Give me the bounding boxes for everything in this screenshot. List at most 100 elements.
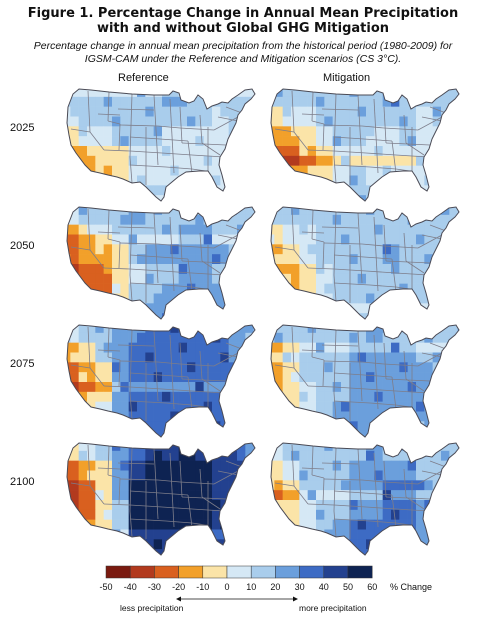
grid-cell — [212, 234, 221, 245]
grid-cell — [112, 264, 121, 275]
grid-cell — [332, 136, 342, 147]
grid-cell — [245, 539, 254, 550]
grid-cell — [103, 175, 113, 186]
grid-cell — [170, 207, 179, 216]
grid-cell — [78, 519, 88, 530]
grid-cell — [170, 126, 179, 137]
grid-cell — [103, 421, 113, 432]
figure-subtitle-line1: Percentage change in annual mean precipi… — [33, 40, 453, 52]
grid-cell — [382, 500, 392, 511]
grid-cell — [128, 126, 138, 137]
grid-cell — [70, 352, 79, 363]
state-border — [225, 224, 243, 232]
grid-cell — [299, 325, 308, 334]
grid-cell — [178, 303, 188, 314]
grid-cell — [307, 175, 317, 186]
grid-cell — [457, 224, 459, 235]
grid-cell — [441, 332, 450, 343]
grid-cell — [120, 195, 129, 201]
grid-cell — [120, 421, 129, 432]
state-border — [199, 350, 203, 380]
grid-cell — [274, 401, 283, 412]
grid-cell — [120, 539, 129, 550]
grid-cell — [212, 490, 221, 501]
state-border — [217, 116, 239, 122]
grid-cell — [212, 116, 221, 127]
grid-cell — [291, 264, 300, 275]
grid-cell — [253, 529, 255, 540]
grid-cell — [203, 470, 213, 481]
grid-cell — [366, 244, 375, 255]
grid-cell — [299, 460, 308, 471]
grid-cell — [432, 382, 442, 393]
state-border — [165, 284, 193, 288]
grid-cell — [399, 96, 408, 107]
grid-cell — [441, 244, 450, 255]
grid-cell — [324, 136, 333, 147]
grid-cell — [253, 234, 255, 245]
legend-tick-label: 0 — [224, 582, 229, 592]
grid-cell — [253, 165, 255, 176]
grid-cell — [178, 136, 188, 147]
grid-cell — [399, 460, 408, 471]
grid-cell — [349, 342, 358, 353]
grid-cell — [145, 342, 154, 353]
grid-cell — [120, 89, 129, 98]
grid-cell — [332, 313, 342, 319]
state-border — [301, 467, 325, 470]
grid-cell — [366, 382, 375, 393]
grid-cell — [145, 165, 154, 176]
grid-cell — [103, 146, 113, 157]
grid-cell — [366, 207, 375, 216]
grid-cell — [195, 411, 204, 422]
grid-cell — [416, 443, 425, 452]
grid-cell — [399, 293, 408, 304]
grid-cell — [128, 529, 138, 540]
grid-cell — [274, 254, 283, 265]
grid-cell — [441, 450, 450, 461]
grid-cell — [271, 89, 275, 98]
grid-cell — [245, 106, 254, 117]
grid-cell — [153, 470, 163, 481]
grid-cell — [237, 411, 246, 422]
grid-cell — [449, 195, 458, 201]
grid-cell — [187, 490, 196, 501]
grid-cell — [178, 509, 188, 520]
grid-cell — [187, 185, 196, 196]
grid-cell — [449, 352, 458, 363]
grid-cell — [391, 106, 400, 117]
grid-cell — [70, 421, 79, 432]
grid-cell — [195, 106, 204, 117]
grid-cell — [332, 89, 342, 98]
grid-cell — [324, 421, 333, 432]
grid-cell — [424, 313, 433, 319]
grid-cell — [271, 165, 275, 176]
grid-cell — [349, 146, 358, 157]
state-border — [129, 164, 167, 168]
state-border — [97, 113, 121, 116]
grid-cell — [220, 116, 229, 127]
grid-cell — [212, 460, 221, 471]
grid-cell — [391, 431, 400, 437]
state-border — [311, 445, 314, 476]
grid-cell — [341, 391, 350, 402]
grid-cell — [178, 273, 188, 284]
grid-cell — [366, 175, 375, 186]
grid-cell — [137, 146, 146, 157]
state-border — [311, 120, 325, 125]
grid-cell — [316, 254, 325, 265]
grid-cell — [70, 185, 79, 196]
grid-cell — [416, 342, 425, 353]
grid-cell — [457, 529, 459, 540]
grid-cell — [78, 273, 88, 284]
state-border — [391, 258, 397, 292]
state-border — [103, 267, 131, 270]
grid-cell — [203, 443, 213, 452]
state-border — [157, 361, 181, 365]
grid-cell — [103, 490, 113, 501]
grid-cell — [324, 460, 333, 471]
grid-cell — [153, 500, 163, 511]
state-border — [333, 282, 371, 286]
grid-cell — [162, 325, 171, 334]
state-border — [321, 462, 359, 465]
